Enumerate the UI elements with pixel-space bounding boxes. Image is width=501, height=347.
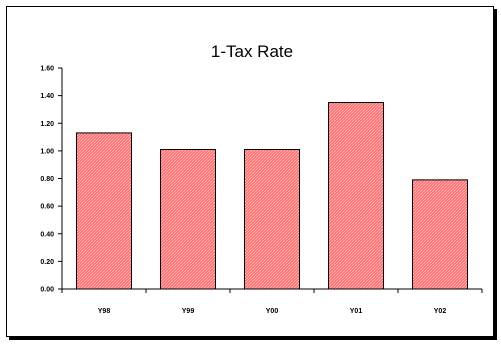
y-tick-label: 1.00 (40, 148, 54, 155)
y-tick-label: 1.20 (40, 121, 54, 128)
y-tick-label: 0.40 (40, 231, 54, 238)
y-tick-label: 1.40 (40, 93, 54, 100)
y-tick-label: 0.80 (40, 176, 54, 183)
y-tick-label: 0.00 (40, 287, 54, 294)
x-tick-label: Y02 (434, 308, 447, 315)
bar-y02 (411, 179, 469, 290)
x-tick-label: Y99 (182, 308, 195, 315)
y-tick-label: 0.20 (40, 259, 54, 266)
bars (75, 102, 469, 290)
x-tick-label: Y98 (98, 308, 111, 315)
y-tick-label: 1.60 (40, 66, 54, 73)
x-axis: Y98 Y99 Y00 Y01 Y02 (61, 288, 483, 315)
bar-y01 (327, 102, 385, 290)
bar-y99 (159, 148, 217, 290)
y-tick-label: 0.60 (40, 204, 54, 211)
x-tick-label: Y01 (350, 308, 363, 315)
bar-y98 (75, 132, 133, 290)
x-tick-label: Y00 (266, 308, 279, 315)
chart-title: 1-Tax Rate (211, 42, 293, 61)
y-axis: 0.00 0.20 0.40 0.60 0.80 1.00 1.20 1.40 1.60 (40, 66, 63, 294)
bar-y00 (243, 148, 301, 290)
